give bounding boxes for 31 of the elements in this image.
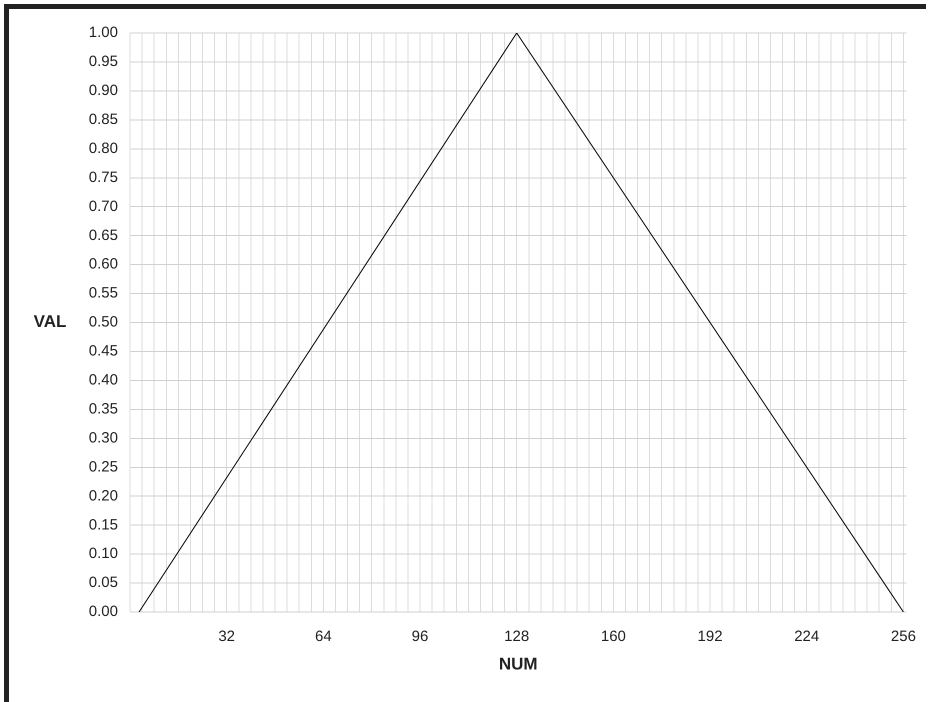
y-tick-label: 0.70 <box>88 198 118 215</box>
x-tick-label: 96 <box>412 628 428 646</box>
y-tick-label: 0.25 <box>88 458 118 476</box>
x-tick-label: 160 <box>600 628 626 646</box>
y-tick-label: 0.95 <box>88 53 118 70</box>
x-tick-label: 64 <box>315 628 332 646</box>
y-tick-label: 0.30 <box>88 429 118 446</box>
y-tick-label: 1.00 <box>88 24 118 42</box>
x-tick-label: 192 <box>698 628 723 646</box>
y-tick-label: 0.40 <box>88 372 118 389</box>
x-axis-title: NUM <box>498 654 538 674</box>
y-tick-label: 0.45 <box>88 342 118 360</box>
x-tick-label: 32 <box>218 628 236 646</box>
x-tick-label: 128 <box>504 628 530 646</box>
y-tick-label: 0.05 <box>88 574 118 592</box>
y-tick-label: 0.90 <box>88 82 118 100</box>
y-tick-label: 0.65 <box>88 226 118 244</box>
y-tick-label: 0.55 <box>88 284 118 302</box>
y-axis-title: VAL <box>34 312 66 332</box>
y-tick-label: 0.15 <box>88 516 118 534</box>
y-tick-label: 0.35 <box>88 400 118 418</box>
y-tick-label: 0.85 <box>88 110 118 128</box>
y-tick-label: 0.60 <box>88 256 118 273</box>
y-tick-label: 0.75 <box>88 168 118 186</box>
y-tick-label: 0.20 <box>88 487 118 504</box>
y-tick-label: 0.00 <box>88 603 118 620</box>
y-tick-label: 0.50 <box>88 314 118 331</box>
y-tick-label: 0.10 <box>88 545 118 562</box>
x-tick-label: 256 <box>890 628 916 646</box>
x-tick-label: 224 <box>794 628 820 646</box>
y-tick-label: 0.80 <box>88 140 118 157</box>
